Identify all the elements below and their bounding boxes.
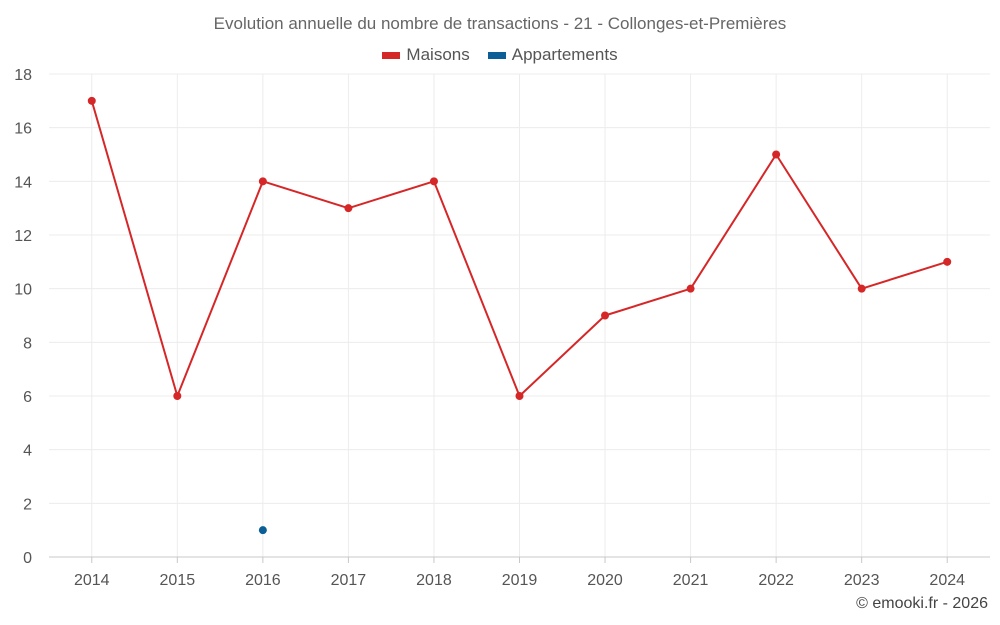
- y-tick-label: 6: [23, 389, 32, 406]
- y-tick-label: 12: [14, 228, 32, 245]
- x-tick-label: 2019: [502, 572, 538, 589]
- data-point-maisons: [429, 177, 438, 186]
- legend-label-appartements: Appartements: [511, 45, 618, 64]
- legend-item-maisons[interactable]: Maisons: [382, 45, 470, 65]
- y-tick-label: 14: [14, 174, 32, 191]
- data-point-maisons: [857, 284, 866, 293]
- x-tick-label: 2017: [331, 572, 367, 589]
- x-tick-label: 2020: [587, 572, 623, 589]
- x-tick-label: 2021: [673, 572, 709, 589]
- credit-text: © emooki.fr - 2026: [856, 595, 988, 612]
- data-point-appartements: [258, 526, 267, 535]
- data-point-maisons: [258, 177, 267, 186]
- x-tick-label: 2016: [245, 572, 281, 589]
- y-tick-label: 8: [23, 335, 32, 352]
- x-tick-label: 2023: [844, 572, 880, 589]
- x-tick-label: 2014: [74, 572, 110, 589]
- chart-title: Evolution annuelle du nombre de transact…: [213, 14, 787, 33]
- data-point-maisons: [772, 150, 781, 159]
- y-tick-label: 18: [14, 67, 32, 84]
- data-point-maisons: [943, 257, 952, 266]
- data-point-maisons: [686, 284, 695, 293]
- legend-swatch-maisons: [382, 51, 401, 59]
- x-tick-label: 2015: [160, 572, 196, 589]
- x-tick-label: 2024: [929, 572, 965, 589]
- legend-label-maisons: Maisons: [406, 45, 470, 64]
- legend-item-appartements[interactable]: Appartements: [487, 45, 618, 65]
- data-point-maisons: [344, 204, 353, 213]
- data-point-maisons: [173, 392, 182, 400]
- x-tick-label: 2022: [758, 572, 794, 589]
- legend: Maisons Appartements: [0, 45, 1000, 65]
- data-point-maisons: [601, 311, 610, 320]
- y-tick-label: 10: [14, 282, 32, 299]
- legend-swatch-appartements: [487, 51, 506, 59]
- y-tick-label: 2: [23, 496, 32, 513]
- data-point-maisons: [515, 392, 524, 400]
- y-tick-label: 16: [14, 121, 32, 138]
- y-tick-label: 4: [23, 443, 32, 460]
- x-tick-label: 2018: [416, 572, 452, 589]
- y-tick-label: 0: [23, 550, 32, 567]
- data-point-maisons: [87, 96, 96, 105]
